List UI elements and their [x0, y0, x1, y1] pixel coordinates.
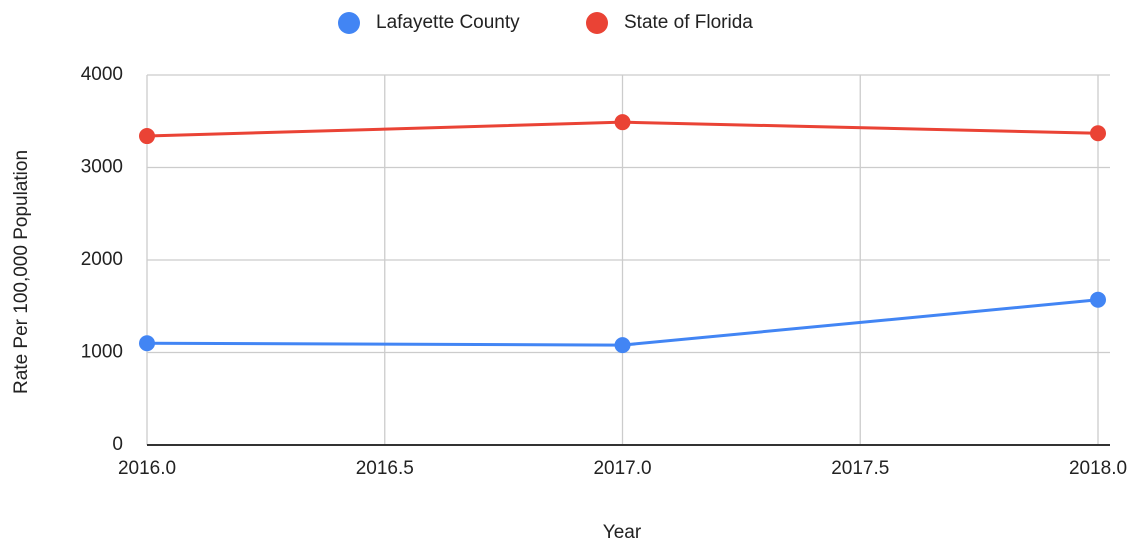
y-axis-title: Rate Per 100,000 Population	[11, 150, 32, 394]
data-point	[139, 335, 155, 352]
data-point	[139, 128, 155, 145]
y-tick-label: 2000	[81, 249, 123, 270]
x-tick-label: 2018.0	[1069, 458, 1127, 479]
data-point	[614, 337, 631, 354]
x-tick-label: 2017.0	[593, 458, 651, 479]
data-point	[614, 114, 631, 131]
y-tick-label: 4000	[81, 64, 123, 85]
x-tick-label: 2016.5	[356, 458, 414, 479]
legend-marker	[338, 12, 360, 34]
y-tick-label: 1000	[81, 342, 123, 363]
data-point	[1090, 291, 1106, 308]
y-tick-label: 3000	[81, 157, 123, 178]
data-point	[1090, 125, 1106, 142]
legend-label: Lafayette County	[376, 12, 520, 33]
x-tick-label: 2017.5	[831, 458, 889, 479]
y-tick-label: 0	[112, 434, 123, 455]
legend-label: State of Florida	[624, 12, 753, 33]
x-axis-title: Year	[603, 522, 642, 543]
x-tick-label: 2016.0	[118, 458, 176, 479]
legend-marker	[586, 12, 608, 34]
